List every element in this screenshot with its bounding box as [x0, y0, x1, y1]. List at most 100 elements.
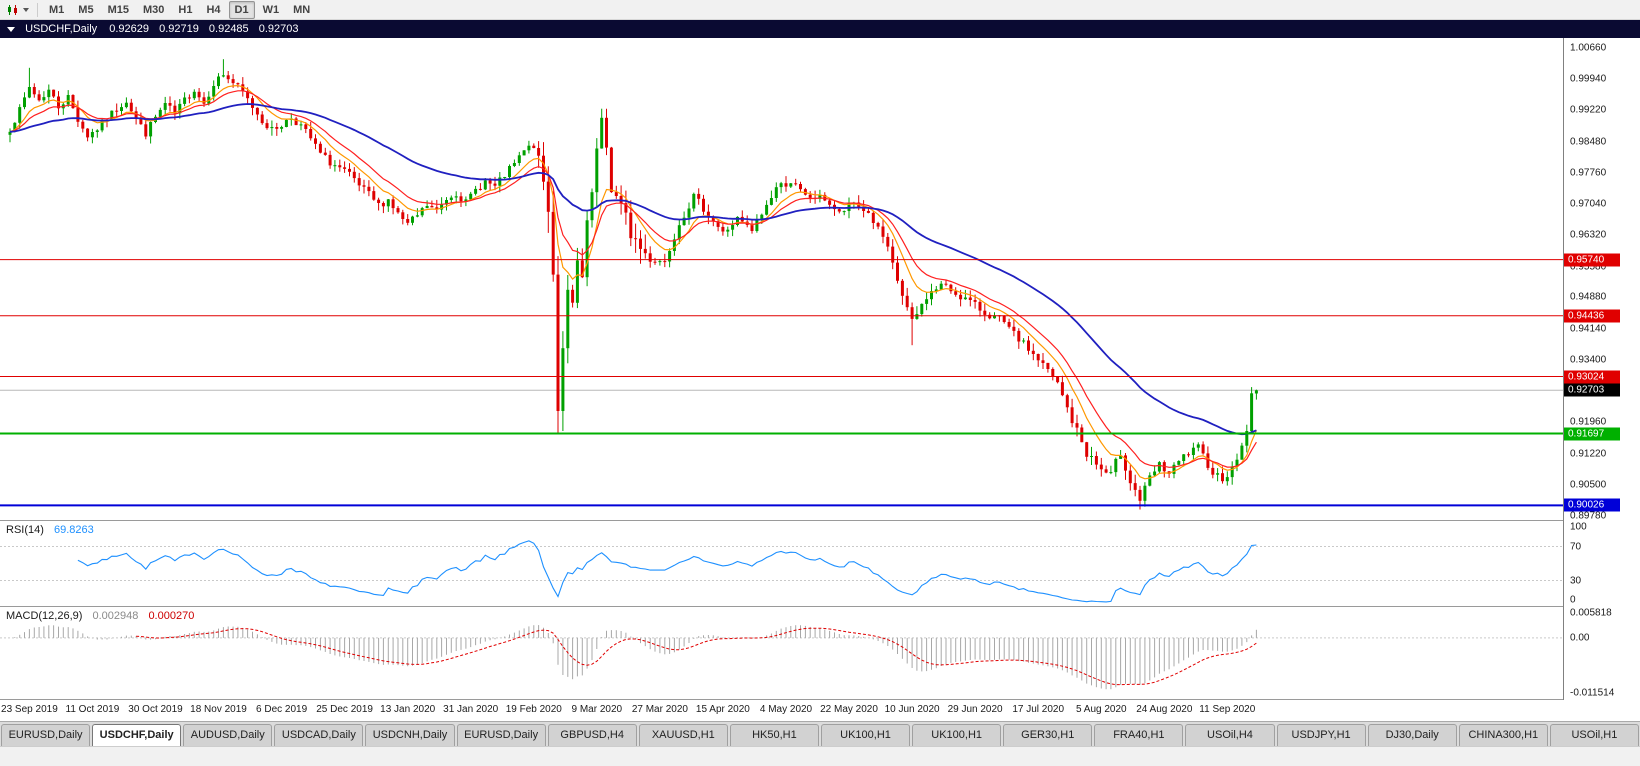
chart-symbol-period: USDCHF,Daily — [25, 23, 98, 35]
macd-axis-label: -0.011514 — [1570, 687, 1615, 699]
chart-tab-ger30-h1[interactable]: GER30,H1 — [1003, 724, 1093, 746]
price-axis-tick: 0.94880 — [1570, 291, 1607, 303]
quote-low: 0.92485 — [208, 23, 249, 35]
price-axis-tick: 0.91960 — [1570, 416, 1607, 428]
timeframe-button-h4[interactable]: H4 — [206, 3, 221, 16]
rsi-pane[interactable] — [0, 521, 1563, 606]
quote-close: 0.92703 — [258, 23, 299, 35]
timeframe-button-mn[interactable]: MN — [293, 3, 311, 16]
date-label: 5 Aug 2020 — [1075, 704, 1127, 715]
date-label: 29 Jun 2020 — [947, 704, 1003, 715]
chart-tab-usdjpy-h1[interactable]: USDJPY,H1 — [1276, 724, 1366, 746]
timeframe-buttons-group: M1 M5 M15 M30 H1 H4 D1 W1 MN — [43, 0, 316, 19]
candlestick-chart-icon[interactable] — [4, 2, 22, 18]
rsi-axis-label: 30 — [1570, 575, 1582, 586]
macd-signal-line — [136, 627, 1257, 686]
price-axis-tick: 0.93400 — [1570, 354, 1607, 366]
timeframe-button-w1[interactable]: W1 — [262, 3, 280, 16]
price-axis[interactable]: 1.00660 0.99940 0.99220 0.98480 0.97760 0.970… — [1563, 38, 1640, 700]
rsi-axis-label: 70 — [1570, 541, 1582, 552]
date-label: 4 May 2020 — [759, 704, 813, 715]
chart-tab-uk100-h1[interactable]: UK100,H1 — [820, 724, 911, 746]
price-axis-tick: 0.97040 — [1570, 198, 1607, 210]
chart-tab-uk100-h1[interactable]: UK100,H1 — [912, 724, 1002, 746]
price-axis-tick: 0.94140 — [1570, 323, 1607, 334]
chart-title-bar: USDCHF,Daily 0.92629 0.92719 0.92485 0.9… — [0, 20, 1640, 38]
chart-menu-icon[interactable] — [7, 27, 15, 32]
date-label: 24 Aug 2020 — [1136, 704, 1193, 715]
level-price-box: 0.93024 — [1564, 370, 1620, 383]
rsi-line — [77, 540, 1257, 603]
rsi-value: 69.8263 — [53, 524, 94, 536]
timeframe-button-m1[interactable]: M1 — [49, 3, 65, 16]
chart-tab-eurusd-daily[interactable]: EURUSD,Daily — [456, 724, 546, 746]
price-axis-tick: 0.89780 — [1570, 510, 1607, 522]
chart-tab-fra40-h1[interactable]: FRA40,H1 — [1094, 724, 1184, 746]
chart-type-dropdown-icon[interactable] — [23, 7, 29, 12]
timeframe-button-m15[interactable]: M15 — [107, 3, 129, 16]
quote-high: 0.92719 — [159, 23, 199, 35]
current-price-box: 0.92703 — [1564, 383, 1620, 397]
date-label: 30 Oct 2019 — [128, 704, 183, 715]
status-bar — [0, 746, 1640, 766]
quote-open: 0.92629 — [109, 23, 150, 35]
date-label: 17 Jul 2020 — [1012, 704, 1065, 715]
candlestick-series — [8, 59, 1258, 510]
chart-tab-hk50-h1[interactable]: HK50,H1 — [729, 724, 819, 746]
chart-tab-dj30-daily[interactable]: DJ30,Daily — [1367, 724, 1457, 746]
date-label: 15 Apr 2020 — [695, 704, 750, 715]
price-axis-tick: 1.00660 — [1570, 42, 1607, 54]
pane-separator — [0, 699, 1640, 700]
time-axis[interactable]: 23 Sep 2019 11 Oct 2019 30 Oct 2019 18 Nov … — [0, 700, 1563, 721]
chart-tab-usdcad-daily[interactable]: USDCAD,Daily — [274, 724, 364, 746]
timeframe-button-h1[interactable]: H1 — [178, 3, 193, 16]
macd-indicator-label: MACD(12,26,9) 0.002948 0.000270 — [6, 610, 201, 622]
timeframe-button-d1[interactable]: D1 — [228, 0, 255, 19]
macd-main-value: 0.002948 — [92, 610, 139, 622]
level-price-box: 0.94436 — [1564, 309, 1620, 323]
chart-tab-usoil-h4[interactable]: USOil,H4 — [1185, 724, 1275, 746]
macd-histogram — [14, 625, 1257, 690]
chart-tab-xauusd-h1[interactable]: XAUUSD,H1 — [638, 724, 728, 746]
macd-pane[interactable] — [0, 607, 1563, 699]
chart-tab-usdchf-daily[interactable]: USDCHF,Daily — [92, 724, 182, 746]
macd-axis-label: 0.00 — [1570, 632, 1590, 644]
chart-tab-audusd-daily[interactable]: AUDUSD,Daily — [183, 724, 273, 746]
ma-slow-line — [9, 103, 1257, 436]
rsi-name: RSI(14) — [6, 524, 44, 536]
date-label: 13 Jan 2020 — [380, 704, 436, 715]
price-axis-tick: 0.98480 — [1570, 136, 1607, 148]
macd-signal-value: 0.000270 — [148, 610, 195, 622]
timeframe-button-m5[interactable]: M5 — [78, 3, 94, 16]
chart-tab-usdcnh-daily[interactable]: USDCNH,Daily — [365, 724, 455, 746]
chart-tab-gbpusd-h4[interactable]: GBPUSD,H4 — [547, 724, 637, 746]
pane-separator[interactable] — [0, 520, 1640, 521]
rsi-axis-label: 100 — [1570, 521, 1587, 533]
date-label: 9 Mar 2020 — [571, 704, 623, 715]
price-axis-tick: 0.91220 — [1570, 448, 1607, 460]
pane-separator[interactable] — [0, 606, 1640, 607]
toolbar-separator — [37, 2, 38, 17]
date-label: 27 Mar 2020 — [631, 704, 688, 715]
horizontal-level-lines[interactable] — [0, 259, 1563, 507]
rsi-indicator-label: RSI(14) 69.8263 — [6, 524, 101, 536]
chart-tab-china300-h1[interactable]: CHINA300,H1 — [1458, 724, 1548, 746]
date-label: 23 Sep 2019 — [1, 704, 58, 715]
date-label: 31 Jan 2020 — [443, 704, 499, 715]
chart-tab-usoil-h1[interactable]: USOil,H1 — [1549, 724, 1639, 746]
rsi-axis-label: 0 — [1570, 594, 1576, 606]
timeframe-button-m30[interactable]: M30 — [142, 3, 165, 16]
price-axis-tick: 0.95580 — [1570, 261, 1607, 272]
macd-name: MACD(12,26,9) — [6, 610, 83, 622]
price-chart-pane[interactable] — [0, 38, 1563, 520]
price-axis-tick: 0.99940 — [1570, 73, 1607, 85]
date-label: 11 Oct 2019 — [65, 704, 120, 715]
price-axis-tick: 0.97760 — [1570, 167, 1607, 179]
date-label: 19 Feb 2020 — [505, 704, 562, 715]
timeframe-toolbar: M1 M5 M15 M30 H1 H4 D1 W1 MN — [0, 0, 1640, 20]
macd-axis-label: 0.005818 — [1570, 607, 1612, 619]
price-axis-tick: 0.96320 — [1570, 229, 1607, 241]
level-price-box: 0.95740 — [1564, 253, 1620, 267]
chart-tab-eurusd-daily[interactable]: EURUSD,Daily — [1, 724, 91, 746]
